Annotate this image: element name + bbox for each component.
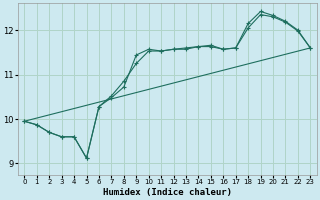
X-axis label: Humidex (Indice chaleur): Humidex (Indice chaleur) (103, 188, 232, 197)
